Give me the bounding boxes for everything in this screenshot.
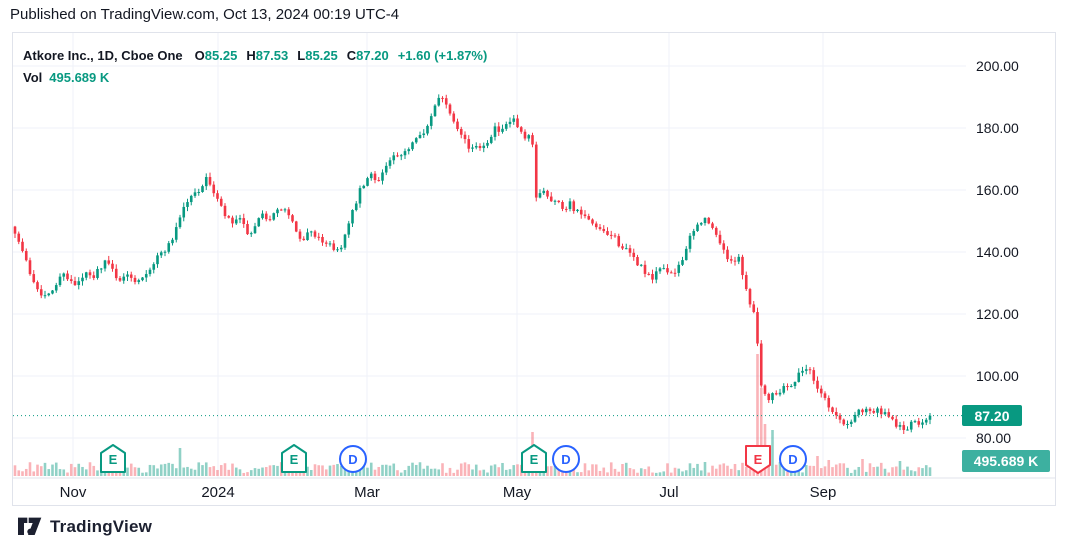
x-axis-tick-label: 2024 (201, 484, 235, 501)
chart-frame: E E D E D E D Atkore Inc., 1D, Cboe One O85.25… (12, 32, 1056, 506)
dividend-marker: D (552, 445, 580, 473)
svg-text:D: D (788, 452, 797, 467)
ohlc-pair-l: L85.25 (297, 48, 338, 63)
y-axis-tick-label: 140.00 (976, 244, 1019, 260)
x-axis-tick-label: Mar (354, 484, 380, 501)
y-axis-tick-label: 180.00 (976, 120, 1019, 136)
chart-legend: Atkore Inc., 1D, Cboe One O85.25 H87.53 L8… (23, 45, 487, 89)
dividend-marker: D (779, 445, 807, 473)
svg-text:E: E (530, 452, 539, 467)
volume-label: Vol (23, 70, 43, 85)
ohlc-pair-c: C87.20 (346, 48, 389, 63)
svg-text:E: E (290, 452, 299, 467)
tradingview-logo-text: TradingView (50, 517, 153, 536)
legend-row-volume: Vol 495.689 K (23, 67, 487, 89)
svg-text:D: D (348, 452, 357, 467)
published-caption: Published on TradingView.com, Oct 13, 20… (10, 6, 400, 23)
earnings-marker: E (521, 444, 547, 473)
symbol-title: Atkore Inc., 1D, Cboe One (23, 48, 183, 63)
volume-value: 495.689 K (49, 70, 110, 85)
y-axis-tick-label: 200.00 (976, 58, 1019, 74)
change-value: +1.60 (+1.87%) (397, 48, 488, 63)
earnings-marker: E (745, 445, 771, 474)
legend-row-main: Atkore Inc., 1D, Cboe One O85.25 H87.53 L8… (23, 45, 487, 67)
y-axis-tick-label: 80.00 (976, 430, 1012, 446)
y-axis-tick-label: 120.00 (976, 306, 1019, 322)
x-axis-tick-label: Sep (809, 484, 837, 501)
earnings-marker: E (100, 444, 126, 473)
tradingview-icon (18, 517, 42, 535)
y-axis-tick-label: 100.00 (976, 368, 1019, 384)
ohlc-pair-h: H87.53 (246, 48, 289, 63)
x-axis-tick-label: Jul (659, 484, 679, 501)
x-axis-tick-label: May (502, 484, 532, 501)
earnings-marker: E (281, 444, 307, 473)
dividend-marker: D (339, 445, 367, 473)
svg-text:E: E (109, 452, 118, 467)
volume-axis-label: 495.689 K (962, 450, 1050, 472)
svg-text:E: E (754, 452, 763, 467)
x-axis-tick-label: Nov (59, 484, 87, 501)
ohlc-pair-o: O85.25 (194, 48, 238, 63)
svg-text:D: D (561, 452, 570, 467)
tradingview-logo-link[interactable]: TradingView (18, 517, 152, 537)
ohlc-values: O85.25 H87.53 L85.25 C87.20 (195, 45, 389, 67)
y-axis-tick-label: 160.00 (976, 182, 1019, 198)
last-price-label: 87.20 (962, 405, 1022, 426)
candlestick-series (13, 94, 932, 435)
